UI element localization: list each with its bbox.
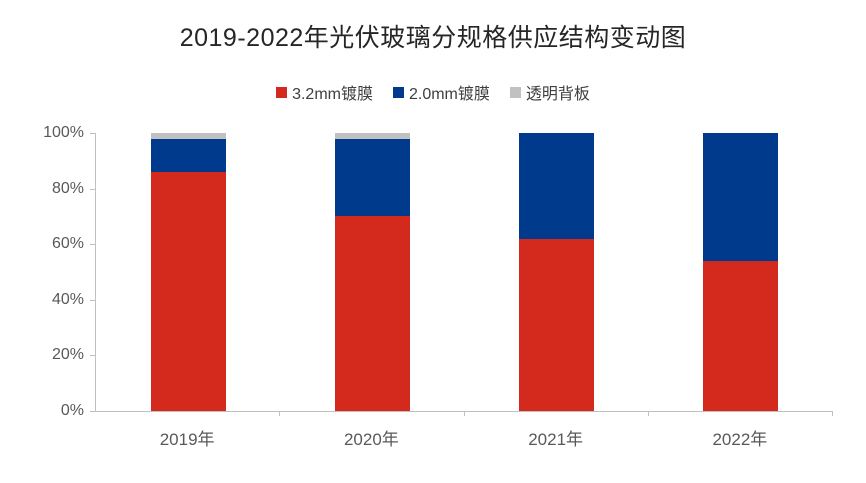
legend-item: 3.2mm镀膜 xyxy=(276,80,373,104)
bar-segment xyxy=(703,133,779,261)
bar-stack xyxy=(519,133,595,411)
x-tick-mark xyxy=(647,411,649,416)
y-tick-label: 40% xyxy=(51,290,84,308)
bar-column xyxy=(649,133,833,411)
bar-stack xyxy=(334,133,410,411)
chart-legend: 3.2mm镀膜 2.0mm镀膜 透明背板 xyxy=(0,80,866,104)
bar-segment xyxy=(150,138,226,172)
bar-segment xyxy=(334,216,410,411)
y-tick-mark xyxy=(90,133,95,134)
y-tick-mark xyxy=(90,299,95,301)
y-tick-label: 0% xyxy=(60,402,84,419)
y-tick-label: 100% xyxy=(43,124,84,141)
x-tick-mark xyxy=(279,411,281,416)
y-tick-mark xyxy=(90,188,95,190)
bar-segment xyxy=(703,260,779,411)
legend-item: 透明背板 xyxy=(509,80,590,104)
legend-label: 3.2mm镀膜 xyxy=(292,86,373,103)
x-tick-mark xyxy=(832,411,833,416)
chart-title: 2019-2022年光伏玻璃分规格供应结构变动图 xyxy=(179,24,687,52)
legend-swatch-icon xyxy=(509,86,521,98)
y-tick-label: 80% xyxy=(51,179,84,197)
bar-stack xyxy=(703,133,779,411)
x-category-label: 2022年 xyxy=(712,430,768,449)
bar-segment xyxy=(150,133,226,139)
legend-label: 2.0mm镀膜 xyxy=(408,86,490,103)
bar-segment xyxy=(519,133,595,239)
bar-segment xyxy=(334,133,410,139)
x-category-label: 2020年 xyxy=(343,430,399,449)
x-tick-mark xyxy=(463,411,465,416)
legend-item: 2.0mm镀膜 xyxy=(392,80,490,104)
legend-swatch-icon xyxy=(276,86,288,98)
bar-column xyxy=(96,133,280,411)
y-tick-label: 60% xyxy=(51,235,84,253)
bar-column xyxy=(465,133,649,411)
y-tick-mark xyxy=(90,244,95,246)
x-category-label: 2021年 xyxy=(528,430,584,449)
y-tick-mark xyxy=(90,411,95,412)
bar-stack xyxy=(150,133,226,411)
bar-segment xyxy=(150,171,226,411)
y-tick-label: 20% xyxy=(51,346,84,364)
bar-column xyxy=(280,133,464,411)
legend-label: 透明背板 xyxy=(525,86,590,103)
bar-segment xyxy=(519,238,595,411)
x-category-label: 2019年 xyxy=(159,430,215,449)
plot-area xyxy=(95,133,833,412)
y-tick-mark xyxy=(90,355,95,357)
legend-swatch-icon xyxy=(392,86,404,98)
bar-segment xyxy=(334,138,410,217)
